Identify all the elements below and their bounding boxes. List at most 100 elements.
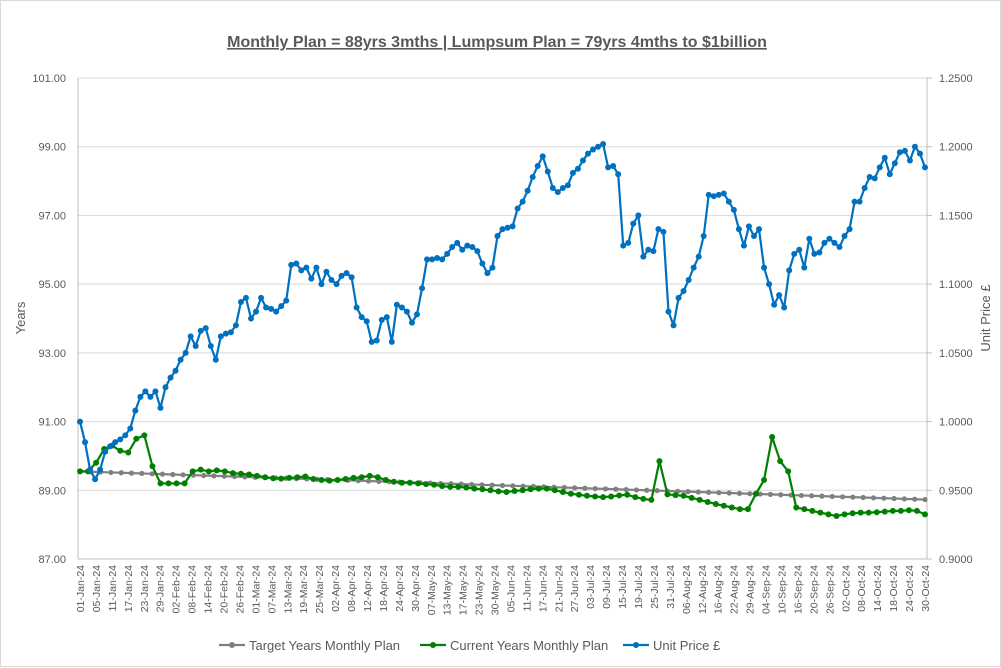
data-point bbox=[415, 480, 421, 487]
data-point bbox=[338, 272, 345, 279]
data-point bbox=[672, 492, 679, 499]
x-tick-label: 18-Apr-24 bbox=[378, 565, 390, 612]
data-point bbox=[237, 299, 244, 306]
x-tick-label: 24-Oct-24 bbox=[904, 565, 916, 612]
series-unit-price bbox=[77, 140, 928, 483]
y2-tick-label: 0.9000 bbox=[939, 554, 973, 566]
y2-tick-label: 0.9500 bbox=[939, 485, 973, 497]
data-point bbox=[499, 226, 506, 233]
data-point bbox=[382, 476, 389, 483]
data-point bbox=[222, 330, 229, 337]
data-point bbox=[796, 246, 803, 253]
data-point bbox=[569, 169, 576, 176]
data-point bbox=[232, 322, 239, 329]
x-tick-label: 23-Jan-24 bbox=[139, 565, 151, 612]
legend-swatch-marker bbox=[633, 642, 639, 648]
data-point bbox=[572, 485, 578, 491]
data-point bbox=[318, 281, 325, 288]
data-point bbox=[809, 493, 815, 499]
data-point bbox=[664, 491, 671, 498]
data-point bbox=[821, 239, 828, 246]
x-tick-label: 02-Oct-24 bbox=[840, 565, 852, 612]
data-point bbox=[876, 164, 883, 171]
data-point bbox=[118, 470, 124, 476]
data-point bbox=[419, 285, 426, 292]
data-point bbox=[766, 281, 773, 288]
y2-tick-label: 1.2500 bbox=[939, 73, 973, 85]
x-tick-label: 13-May-24 bbox=[442, 565, 454, 615]
data-point bbox=[499, 482, 506, 489]
data-point bbox=[479, 260, 486, 267]
x-tick-label: 14-Oct-24 bbox=[872, 565, 884, 612]
data-point bbox=[308, 275, 315, 282]
data-point bbox=[454, 239, 461, 246]
data-point bbox=[310, 475, 317, 482]
legend-swatch-marker bbox=[430, 642, 436, 648]
data-point bbox=[644, 487, 650, 493]
data-point bbox=[592, 493, 599, 500]
legend-item: Target Years Monthly Plan bbox=[219, 638, 400, 653]
data-point bbox=[680, 492, 687, 499]
data-point bbox=[172, 367, 179, 374]
x-tick-label: 12-Aug-24 bbox=[697, 565, 709, 614]
data-point bbox=[149, 463, 156, 470]
data-point bbox=[865, 509, 872, 516]
data-point bbox=[278, 303, 285, 310]
data-point bbox=[323, 268, 330, 275]
legend-label: Target Years Monthly Plan bbox=[249, 638, 400, 653]
data-point bbox=[769, 434, 776, 441]
series-current-years-monthly-plan bbox=[77, 432, 928, 520]
x-tick-label: 08-Oct-24 bbox=[856, 565, 868, 612]
data-point bbox=[509, 223, 516, 230]
data-point bbox=[167, 374, 174, 381]
data-point bbox=[712, 501, 719, 508]
data-point bbox=[112, 439, 119, 446]
data-point bbox=[841, 511, 848, 518]
data-point bbox=[355, 478, 361, 484]
data-point bbox=[152, 388, 159, 395]
data-point bbox=[489, 482, 495, 488]
data-point bbox=[710, 193, 717, 200]
data-point bbox=[447, 483, 454, 490]
data-point bbox=[157, 404, 164, 411]
data-point bbox=[753, 490, 759, 497]
data-point bbox=[849, 510, 856, 517]
data-point bbox=[761, 264, 768, 271]
x-tick-label: 07-May-24 bbox=[426, 565, 438, 615]
x-tick-label: 03-Jul-24 bbox=[585, 565, 597, 609]
x-tick-label: 01-Mar-24 bbox=[250, 565, 262, 614]
data-point bbox=[159, 471, 166, 477]
data-point bbox=[781, 304, 788, 311]
legend-label: Current Years Monthly Plan bbox=[450, 638, 608, 653]
data-point bbox=[645, 246, 652, 253]
series-line bbox=[80, 434, 926, 518]
data-point bbox=[519, 487, 526, 494]
data-point bbox=[861, 184, 868, 191]
data-point bbox=[608, 493, 615, 500]
data-point bbox=[127, 425, 134, 432]
data-point bbox=[173, 480, 180, 487]
data-point bbox=[786, 267, 793, 274]
data-point bbox=[564, 182, 571, 189]
data-point bbox=[221, 473, 227, 479]
data-point bbox=[373, 337, 380, 344]
data-point bbox=[431, 481, 438, 488]
data-point bbox=[549, 184, 556, 191]
data-point bbox=[610, 162, 617, 169]
data-point bbox=[640, 253, 647, 260]
data-point bbox=[705, 191, 712, 198]
data-point bbox=[459, 246, 466, 253]
data-point bbox=[201, 472, 207, 479]
data-point bbox=[901, 496, 907, 502]
x-tick-label: 20-Sep-24 bbox=[808, 565, 820, 614]
data-point bbox=[756, 226, 763, 233]
data-point bbox=[270, 475, 277, 482]
data-point bbox=[582, 485, 588, 491]
data-point bbox=[487, 487, 494, 494]
data-point bbox=[293, 260, 300, 267]
data-point bbox=[353, 304, 360, 311]
data-point bbox=[897, 507, 904, 514]
data-point bbox=[891, 495, 897, 502]
data-point bbox=[92, 476, 99, 483]
